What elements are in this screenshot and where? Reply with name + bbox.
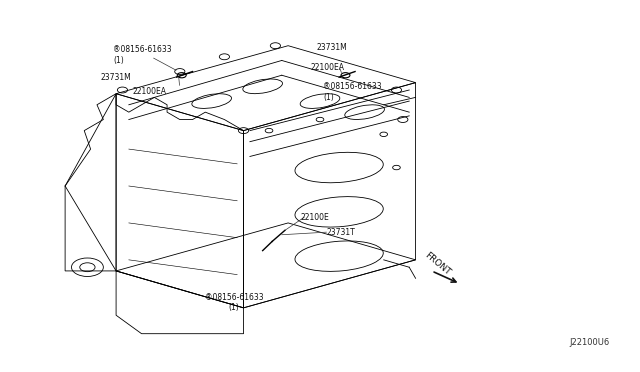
Text: 23731M: 23731M <box>100 73 131 81</box>
Text: J22100U6: J22100U6 <box>570 338 610 347</box>
Text: 22100E: 22100E <box>301 213 330 222</box>
Text: ®08156-61633
(1): ®08156-61633 (1) <box>205 293 263 312</box>
Text: ®08156-61633
(1): ®08156-61633 (1) <box>323 82 382 102</box>
Text: 23731T: 23731T <box>326 228 355 237</box>
Text: FRONT: FRONT <box>423 250 452 277</box>
Text: 23731M: 23731M <box>317 43 348 52</box>
Text: 22100EA: 22100EA <box>310 63 344 72</box>
Text: ®08156-61633
(1): ®08156-61633 (1) <box>113 45 172 65</box>
Text: 22100EA: 22100EA <box>132 87 166 96</box>
